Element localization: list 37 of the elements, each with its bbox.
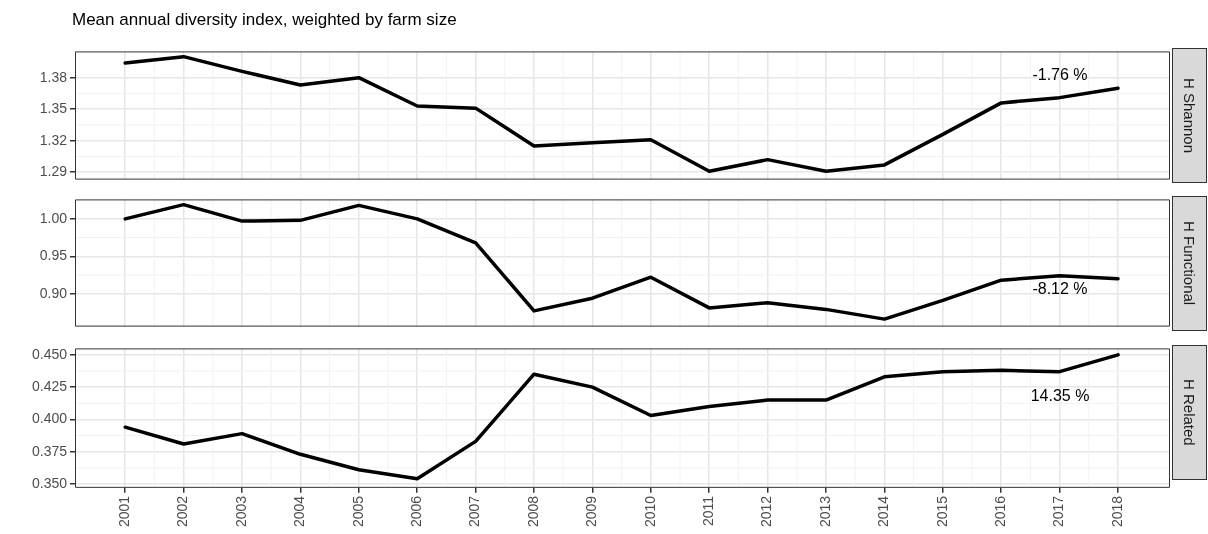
y-tick-label: 0.425 [31, 378, 68, 394]
x-tick-label: 2007 [466, 495, 483, 528]
y-tick-label: 1.00 [39, 209, 68, 226]
x-tick-label: 2001 [116, 495, 133, 528]
annotation: 14.35 % [1029, 387, 1091, 405]
y2-axis-title: H Shannon [1181, 77, 1198, 154]
y-tick-label: 1.38 [39, 68, 68, 85]
annotation: -1.76 % [1031, 66, 1089, 84]
y-tick-label: 1.29 [39, 163, 68, 180]
x-tick-label: 2005 [349, 495, 366, 528]
x-tick-label: 2014 [875, 495, 892, 528]
x-tick-label: 2004 [291, 495, 308, 528]
y-tick-label: 0.400 [31, 410, 68, 427]
x-tick-label: 2015 [933, 495, 950, 528]
y2-axis-title: H Functional [1181, 221, 1198, 306]
x-tick-label: 2018 [1108, 495, 1125, 528]
chart-title: Mean annual diversity index, weighted by farm size [72, 10, 457, 30]
x-tick-label: 2016 [992, 495, 1009, 528]
y-tick-label: 0.375 [31, 442, 68, 459]
x-tick-label: 2013 [816, 495, 833, 528]
y-tick-label: 0.95 [39, 247, 68, 264]
y-tick-label: 0.350 [31, 474, 68, 491]
x-tick-label: 2012 [758, 495, 775, 528]
x-tick-label: 2002 [174, 495, 191, 528]
x-tick-label: 2011 [700, 495, 717, 526]
x-tick-label: 2009 [583, 495, 600, 528]
y-tick-label: 0.90 [39, 284, 68, 301]
y-tick-label: 1.32 [39, 131, 68, 148]
y-tick-label: 0.450 [31, 345, 68, 362]
annotation: -8.12 % [1031, 280, 1089, 298]
x-tick-label: 2017 [1050, 495, 1067, 528]
y2-axis-title: H Related [1181, 379, 1198, 446]
x-tick-label: 2003 [232, 495, 249, 528]
y-tick-label: 1.35 [39, 100, 68, 117]
x-tick-label: 2006 [408, 495, 425, 528]
x-tick-label: 2008 [524, 495, 541, 528]
x-tick-label: 2010 [641, 495, 658, 528]
